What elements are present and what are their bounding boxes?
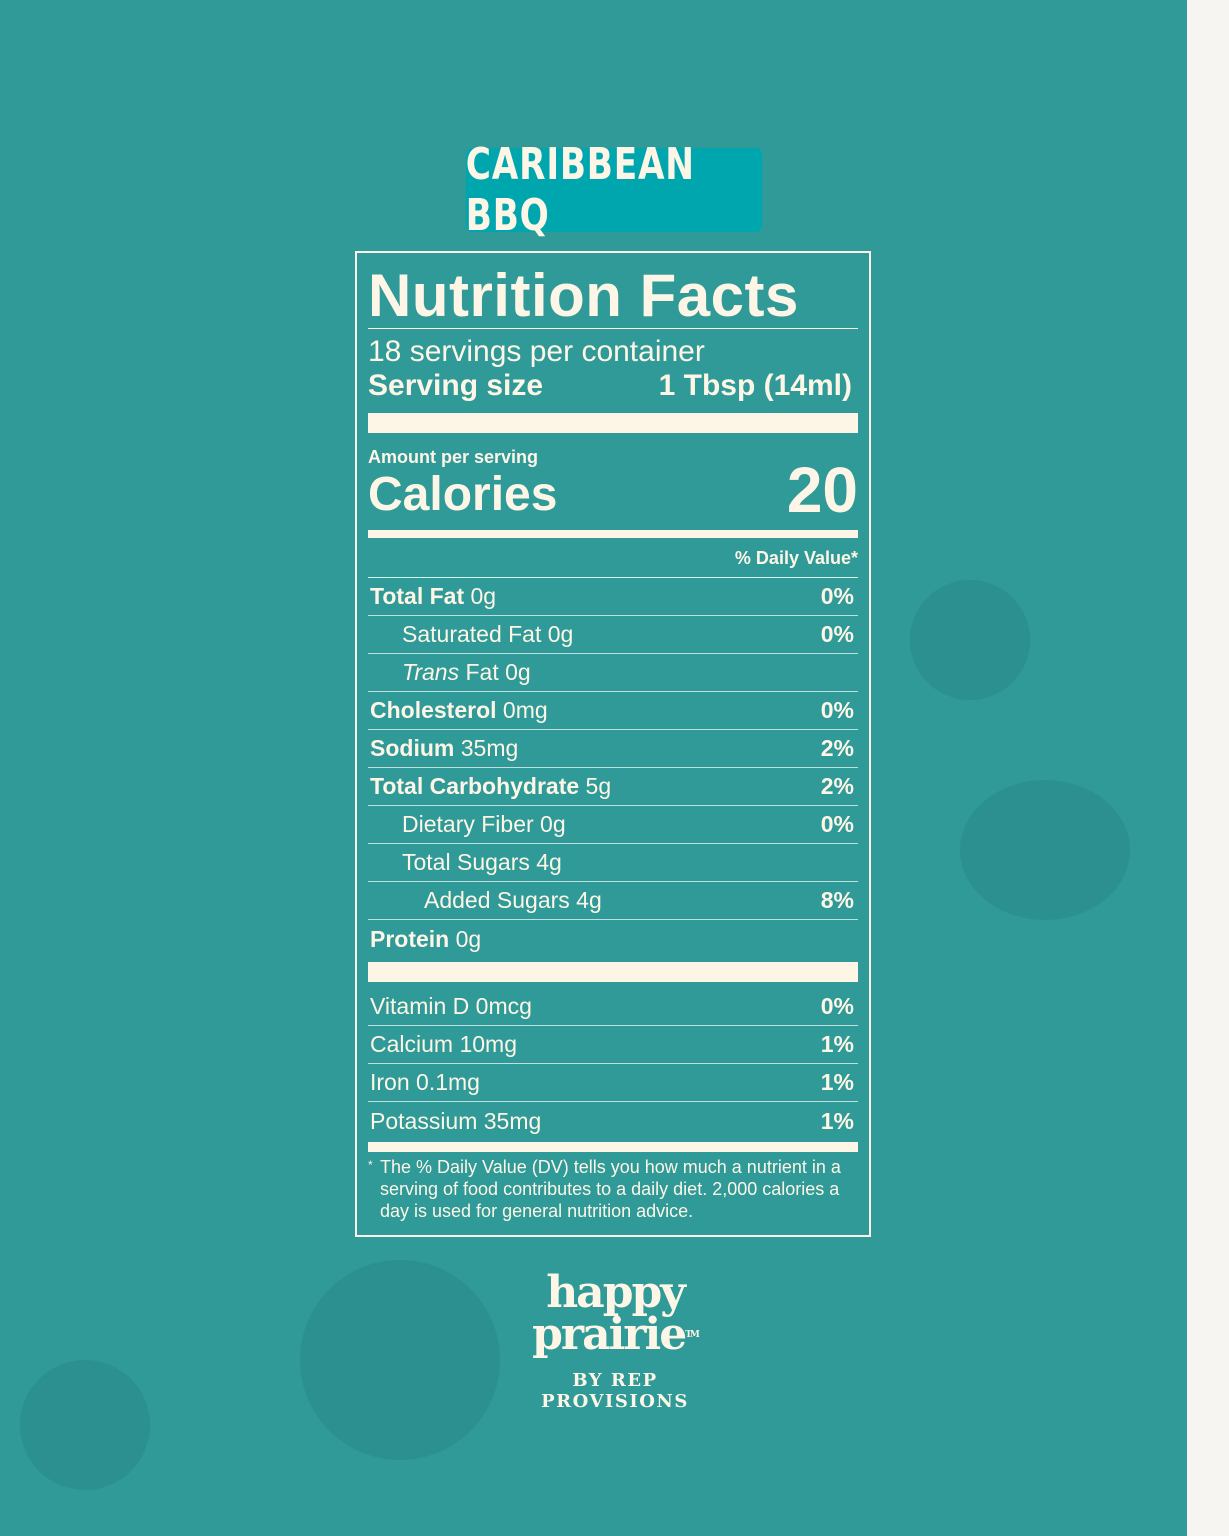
nutrient-row: Sodium 35mg 2%: [368, 730, 858, 768]
decorative-flower: [300, 1260, 500, 1460]
label-title: Nutrition Facts: [368, 261, 858, 329]
nutrient-name: Trans: [402, 659, 460, 685]
vitamin-row: Iron 0.1mg 1%: [368, 1064, 858, 1102]
nutrient-row: Total Carbohydrate 5g 2%: [368, 768, 858, 806]
nutrient-name: Sodium: [370, 735, 455, 761]
vitamin-row: Calcium 10mg 1%: [368, 1026, 858, 1064]
nutrient-dv: 0%: [820, 697, 854, 723]
nutrient-dv: 0%: [820, 811, 854, 837]
product-title: CARIBBEAN BBQ: [465, 139, 763, 241]
vitamin-row: Potassium 35mg 1%: [368, 1102, 858, 1140]
decorative-flower: [910, 580, 1030, 700]
medium-divider: [368, 530, 858, 538]
vitamin-dv: 1%: [820, 1031, 854, 1057]
nutrient-row: Total Fat 0g 0%: [368, 578, 858, 616]
calories-label: Calories: [368, 468, 558, 521]
nutrient-amount: 0g: [455, 925, 482, 952]
calories-row: Calories 20: [368, 458, 858, 522]
nutrient-name: Protein: [370, 925, 450, 952]
trademark: TM: [685, 1330, 700, 1340]
nutrient-row: Cholesterol 0mg 0%: [368, 692, 858, 730]
nutrient-row: Trans Fat 0g: [368, 654, 858, 692]
logo-line-2: prairie: [532, 1309, 687, 1360]
nutrient-amount: 0mg: [502, 697, 548, 723]
nutrient-name: Dietary Fiber 0g: [402, 811, 566, 837]
servings-per-container: 18 servings per container: [368, 335, 705, 368]
nutrition-facts-label: Nutrition Facts 18 servings per containe…: [355, 251, 871, 1237]
calories-value: 20: [786, 454, 858, 526]
medium-divider: [368, 1142, 858, 1152]
footnote-mark: *: [368, 1158, 373, 1172]
vitamin-name: Vitamin D 0mcg: [370, 993, 532, 1019]
page-edge: [1187, 0, 1229, 1536]
nutrient-name: Cholesterol: [370, 697, 497, 723]
nutrient-amount: 35mg: [460, 735, 519, 761]
nutrient-row: Total Sugars 4g: [368, 844, 858, 882]
nutrient-row: Dietary Fiber 0g 0%: [368, 806, 858, 844]
serving-size-label: Serving size: [368, 369, 544, 402]
nutrient-name: Total Sugars 4g: [402, 849, 562, 875]
brand-logo: happy prairieTM BY REP PROVISIONS: [500, 1267, 730, 1413]
nutrient-name: Saturated Fat 0g: [402, 621, 574, 647]
nutrient-row: Protein 0g: [368, 920, 858, 958]
thick-divider: [368, 413, 858, 433]
serving-size: Serving size 1 Tbsp (14ml): [368, 369, 858, 403]
vitamin-name: Iron 0.1mg: [370, 1069, 480, 1095]
decorative-flower: [960, 780, 1130, 920]
vitamin-name: Potassium 35mg: [370, 1107, 542, 1134]
thick-divider: [368, 962, 858, 982]
footnote-text: The % Daily Value (DV) tells you how muc…: [380, 1157, 841, 1221]
vitamin-row: Vitamin D 0mcg 0%: [368, 988, 858, 1026]
vitamin-dv: 0%: [820, 993, 854, 1019]
brand-byline: BY REP PROVISIONS: [541, 1370, 689, 1412]
nutrient-name: Total Carbohydrate: [370, 773, 580, 799]
nutrient-dv: 8%: [820, 887, 854, 913]
nutrient-name: Total Fat: [370, 583, 465, 609]
amount-per-serving: Amount per serving: [368, 447, 539, 467]
daily-value-header: % Daily Value*: [368, 538, 858, 578]
nutrient-amount: Fat 0g: [465, 659, 531, 685]
logo-line-1: happy: [546, 1267, 686, 1318]
vitamin-name: Calcium 10mg: [370, 1031, 517, 1057]
nutrient-row: Added Sugars 4g 8%: [368, 882, 858, 920]
nutrient-amount: 0g: [470, 583, 497, 609]
nutrient-amount: 5g: [585, 773, 612, 799]
nutrient-dv: 0%: [820, 583, 854, 609]
serving-size-value: 1 Tbsp (14ml): [658, 369, 852, 402]
nutrient-name: Added Sugars 4g: [424, 887, 602, 913]
nutrient-row: Saturated Fat 0g 0%: [368, 616, 858, 654]
vitamin-dv: 1%: [820, 1069, 854, 1095]
footnote: * The % Daily Value (DV) tells you how mu…: [368, 1152, 858, 1222]
decorative-flower: [20, 1360, 150, 1490]
nutrient-dv: 2%: [820, 735, 854, 761]
vitamin-dv: 1%: [820, 1107, 854, 1134]
nutrient-dv: 0%: [820, 621, 854, 647]
nutrient-dv: 2%: [820, 773, 854, 799]
